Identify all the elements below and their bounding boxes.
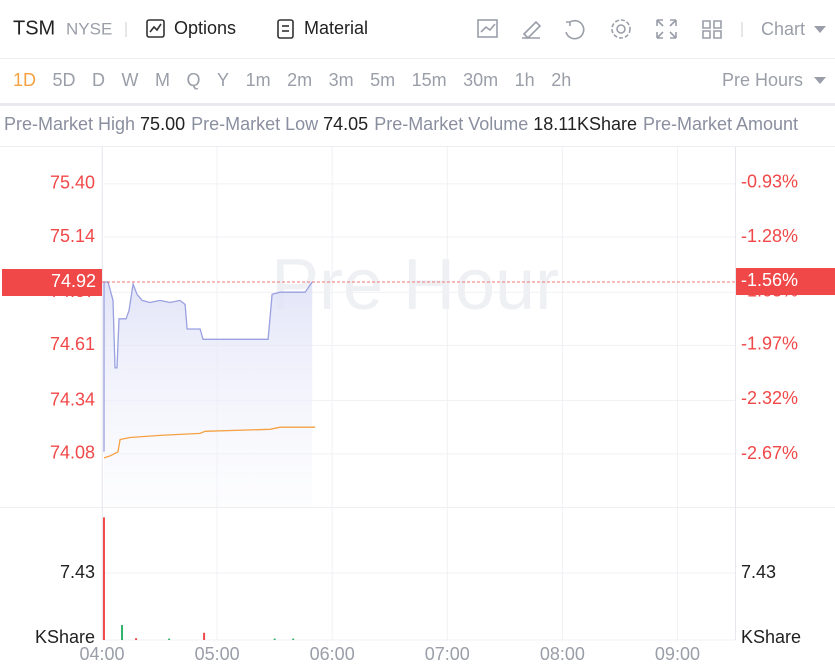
layout-icon[interactable] [702, 20, 722, 39]
stats-row: Pre-Market High 75.00 Pre-Market Low 74.05 P… [4, 114, 798, 134]
period-tab[interactable]: 15m [412, 70, 447, 90]
y2-tick-label: -2.67% [741, 443, 798, 463]
volume-bar [135, 638, 138, 640]
y-tick-label: 75.14 [50, 226, 95, 246]
draw-icon[interactable] [522, 20, 542, 40]
y2-tick-label: -0.93% [741, 172, 798, 192]
volume-bar [102, 517, 105, 640]
volume-tick-label: 7.43 [741, 562, 776, 582]
period-tab[interactable]: 5D [53, 70, 76, 90]
caret [814, 26, 826, 33]
stat-value: 74.05 [323, 114, 368, 134]
x-tick-label: 04:00 [79, 644, 124, 664]
x-tick-label: 07:00 [425, 644, 470, 664]
volume-bar [203, 632, 206, 640]
divider [0, 103, 835, 106]
period-tab[interactable]: Y [217, 70, 229, 90]
last-change-badge [736, 268, 835, 296]
x-tick-label: 09:00 [655, 644, 700, 664]
period-tab[interactable]: 1h [515, 70, 535, 90]
chart-menu[interactable]: Chart [761, 19, 826, 39]
stat-value: 75.00 [140, 114, 185, 134]
y2-tick-label: -1.97% [741, 334, 798, 354]
period-tab[interactable]: 2m [287, 70, 312, 90]
period-tab[interactable]: D [92, 70, 105, 90]
button-label: Material [304, 18, 368, 38]
button-label: Options [174, 18, 236, 38]
period-tab[interactable]: M [155, 70, 170, 90]
volume-bar [292, 638, 295, 640]
y-tick-label: 74.61 [50, 334, 95, 354]
session-menu[interactable]: Pre Hours [722, 70, 826, 90]
y-tick-label: 74.08 [50, 443, 95, 463]
chart: Pre Hour 04:00 05:00 06:00 07:00 08:00 09:00 75… [0, 147, 835, 664]
last-price-label: 74.92 [51, 271, 96, 291]
period-tab[interactable]: 1D [13, 70, 36, 90]
watermark: Pre Hour [271, 245, 559, 325]
volume-tick-label: KShare [35, 627, 95, 647]
period-tab[interactable]: 30m [463, 70, 498, 90]
x-tick-label: 08:00 [540, 644, 585, 664]
period-tab[interactable]: 5m [370, 70, 395, 90]
indicator-icon[interactable] [477, 19, 498, 38]
stat-label: Pre-Market Low [191, 114, 319, 134]
volume-bar [168, 638, 171, 640]
options-icon [146, 19, 165, 38]
chart-menu-label: Chart [761, 19, 805, 39]
exchange: NYSE [66, 19, 112, 38]
material-icon [277, 19, 294, 39]
period-tab[interactable]: 3m [329, 70, 354, 90]
stat-value: 18.11KShare [533, 114, 637, 134]
period-tab[interactable]: 1m [246, 70, 271, 90]
volume-bar [273, 638, 276, 640]
period-tab[interactable]: W [122, 70, 139, 90]
reset-icon[interactable] [565, 19, 585, 40]
session-menu-label: Pre Hours [722, 70, 803, 90]
period-tabs: 1D 5D D W M Q Y 1m 2m 3m 5m 15m 30m 1h 2h [13, 70, 571, 90]
options-icon-line [149, 23, 162, 33]
average-line [103, 426, 316, 459]
y-tick-label: 74.34 [50, 389, 95, 409]
price-line [103, 281, 313, 452]
symbol: TSM [13, 17, 55, 39]
period-tab[interactable]: Q [187, 70, 201, 90]
period-tab[interactable]: 2h [551, 70, 571, 90]
y2-tick-label: -1.28% [741, 226, 798, 246]
options-button[interactable]: Options [146, 18, 236, 38]
settings-icon-ring [611, 19, 631, 39]
volume-tick-label: 7.43 [60, 562, 95, 582]
price-area [103, 282, 313, 507]
x-tick-label: 06:00 [310, 644, 355, 664]
stat-label: Pre-Market Volume [374, 114, 528, 134]
last-change-label: -1.56% [741, 270, 798, 290]
stat-label: Pre-Market High [4, 114, 135, 134]
y2-tick-label: -2.32% [741, 388, 798, 408]
x-tick-label: 05:00 [195, 644, 240, 664]
volume-bar [121, 625, 124, 640]
fullscreen-icon[interactable] [656, 19, 677, 39]
volume-tick-label: KShare [741, 627, 801, 647]
last-price-badge [2, 269, 102, 296]
toolbar-icons [477, 19, 722, 40]
y-tick-label: 75.40 [50, 173, 95, 193]
settings-icon[interactable] [616, 24, 626, 34]
material-button[interactable]: Material [277, 18, 368, 39]
caret [814, 77, 826, 84]
indicator-icon-line [480, 23, 496, 33]
stat-label: Pre-Market Amount [643, 114, 798, 134]
